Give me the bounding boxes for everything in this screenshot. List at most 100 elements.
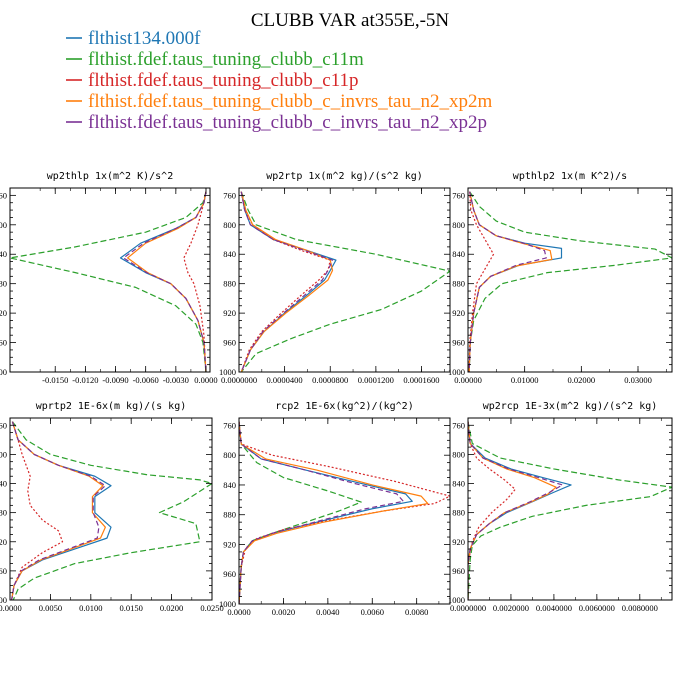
series-line-3-2: [11, 421, 64, 600]
x-tick-label-2-3: 0.03000: [624, 375, 652, 385]
x-tick-label-2-1: 0.01000: [511, 375, 539, 385]
series-line-2-4: [468, 191, 547, 372]
series-line-1-4: [240, 191, 334, 372]
legend: flthist134.000fflthist.fdef.taus_tuning_…: [66, 28, 492, 133]
series-line-4-3: [239, 421, 429, 604]
y-tick-label-2-0: 760: [452, 190, 465, 200]
y-tick-label-0-1: 800: [0, 220, 7, 230]
y-tick-label-3-6: 1000: [0, 595, 7, 605]
y-tick-label-1-4: 920: [223, 308, 236, 318]
x-tick-label-1-2: 0.0000800: [312, 375, 348, 385]
x-tick-label-0-2: -0.0090: [102, 375, 128, 385]
y-tick-label-1-2: 840: [223, 249, 236, 259]
x-tick-label-3-1: 0.0050: [39, 603, 62, 613]
x-tick-label-1-1: 0.0000400: [267, 375, 303, 385]
x-tick-label-0-1: -0.0120: [72, 375, 98, 385]
figure-title: CLUBB VAR at355E,-5N: [251, 10, 450, 31]
x-tick-label-5-3: 0.0060000: [579, 603, 615, 613]
plot-frame-4: [238, 417, 451, 605]
plot-frame-2: [467, 187, 673, 373]
panel-title-3: wprtp2 1E-6x(m kg)/(s kg): [36, 401, 187, 412]
series-line-0-2: [183, 191, 207, 372]
legend-label-3: flthist.fdef.taus_tuning_clubb_c_invrs_t…: [88, 91, 492, 112]
panel-2: wpthlp2 1x(m K^2)/s 760 800 840 880 920 960 100…: [448, 171, 673, 385]
y-tick-label-1-1: 800: [223, 220, 236, 230]
y-tick-label-4-2: 840: [223, 480, 236, 490]
y-tick-label-5-5: 960: [452, 566, 465, 576]
y-tick-label-3-4: 920: [0, 537, 7, 547]
series-line-3-1: [11, 421, 212, 600]
legend-label-1: flthist.fdef.taus_tuning_clubb_c11m: [88, 49, 364, 70]
y-tick-label-3-1: 800: [0, 449, 7, 459]
x-tick-label-5-0: 0.0000000: [450, 603, 486, 613]
y-tick-label-2-2: 840: [452, 249, 465, 259]
x-tick-label-5-2: 0.0040000: [536, 603, 572, 613]
y-tick-label-4-5: 960: [223, 569, 236, 579]
y-tick-label-5-0: 760: [452, 420, 465, 430]
panel-3: wprtp2 1E-6x(m kg)/(s kg) 760 800 840 880 920…: [0, 401, 224, 613]
y-tick-label-2-1: 800: [452, 220, 465, 230]
x-tick-label-0-3: -0.0060: [133, 375, 159, 385]
y-tick-label-0-5: 960: [0, 338, 7, 348]
legend-label-2: flthist.fdef.taus_tuning_clubb_c11p: [88, 70, 359, 91]
panel-title-0: wp2thlp 1x(m^2 K)/s^2: [47, 171, 173, 182]
x-tick-label-3-2: 0.0100: [79, 603, 102, 613]
y-tick-label-0-6: 1000: [0, 367, 7, 377]
y-tick-label-4-1: 800: [223, 450, 236, 460]
panels: wp2thlp 1x(m^2 K)/s^2 760 800 840 880 920 960 1…: [0, 171, 673, 617]
y-tick-label-2-3: 880: [452, 279, 465, 289]
y-tick-label-5-3: 880: [452, 508, 465, 518]
y-tick-label-2-6: 1000: [448, 367, 465, 377]
y-tick-label-4-6: 1000: [219, 599, 236, 609]
legend-label-4: flthist.fdef.taus_tuning_clubb_c_invrs_t…: [88, 112, 487, 133]
x-tick-label-5-1: 0.0020000: [493, 603, 529, 613]
y-tick-label-2-4: 920: [452, 308, 465, 318]
x-tick-label-3-5: 0.0250: [200, 603, 223, 613]
y-tick-label-3-0: 760: [0, 420, 7, 430]
x-tick-label-3-3: 0.0150: [120, 603, 143, 613]
y-tick-label-5-4: 920: [452, 537, 465, 547]
y-tick-label-3-5: 960: [0, 566, 7, 576]
x-tick-label-4-0: 0.0000: [227, 607, 250, 617]
y-tick-label-1-0: 760: [223, 190, 236, 200]
x-tick-label-4-4: 0.0080: [405, 607, 428, 617]
y-tick-label-0-2: 840: [0, 249, 7, 259]
y-tick-label-1-3: 880: [223, 279, 236, 289]
y-tick-label-3-2: 840: [0, 479, 7, 489]
series-line-2-2: [468, 191, 495, 372]
series-line-4-4: [239, 421, 404, 604]
panel-title-5: wp2rcp 1E-3x(m^2 kg)/(s^2 kg): [483, 401, 658, 412]
series-line-2-1: [468, 191, 672, 372]
plot-frame-1: [238, 187, 451, 373]
panel-0: wp2thlp 1x(m^2 K)/s^2 760 800 840 880 920 960 1…: [0, 171, 218, 385]
x-tick-label-0-4: -0.0030: [163, 375, 189, 385]
panel-title-4: rcp2 1E-6x(kg^2)/(kg^2): [275, 401, 413, 412]
series-line-0-1: [10, 191, 207, 372]
y-tick-label-3-3: 880: [0, 508, 7, 518]
x-tick-label-1-3: 0.0001200: [358, 375, 394, 385]
panel-title-1: wp2rtp 1x(m^2 kg)/(s^2 kg): [266, 171, 423, 182]
plot-frame-5: [467, 417, 673, 601]
x-tick-label-3-0: 0.0000: [0, 603, 22, 613]
panel-5: wp2rcp 1E-3x(m^2 kg)/(s^2 kg) 760 800 840 88…: [448, 401, 673, 613]
y-tick-label-1-6: 1000: [219, 367, 236, 377]
x-tick-label-3-4: 0.0200: [160, 603, 183, 613]
x-tick-label-2-2: 0.02000: [568, 375, 596, 385]
series-line-5-1: [468, 421, 672, 600]
plot-frame-0: [9, 187, 211, 373]
y-tick-label-0-0: 760: [0, 190, 7, 200]
y-tick-label-4-0: 760: [223, 420, 236, 430]
series-line-5-3: [468, 421, 557, 600]
x-tick-label-1-0: 0.0000000: [221, 375, 257, 385]
series-line-0-4: [122, 191, 207, 372]
legend-label-0: flthist134.000f: [88, 28, 201, 49]
y-tick-label-2-5: 960: [452, 338, 465, 348]
panel-1: wp2rtp 1x(m^2 kg)/(s^2 kg) 760 800 840 880 92…: [219, 171, 451, 385]
panel-title-2: wpthlp2 1x(m K^2)/s: [513, 171, 627, 182]
y-tick-label-0-4: 920: [0, 308, 7, 318]
y-tick-label-0-3: 880: [0, 279, 7, 289]
y-tick-label-4-3: 880: [223, 510, 236, 520]
series-line-3-4: [11, 421, 106, 600]
x-tick-label-4-1: 0.0020: [272, 607, 295, 617]
